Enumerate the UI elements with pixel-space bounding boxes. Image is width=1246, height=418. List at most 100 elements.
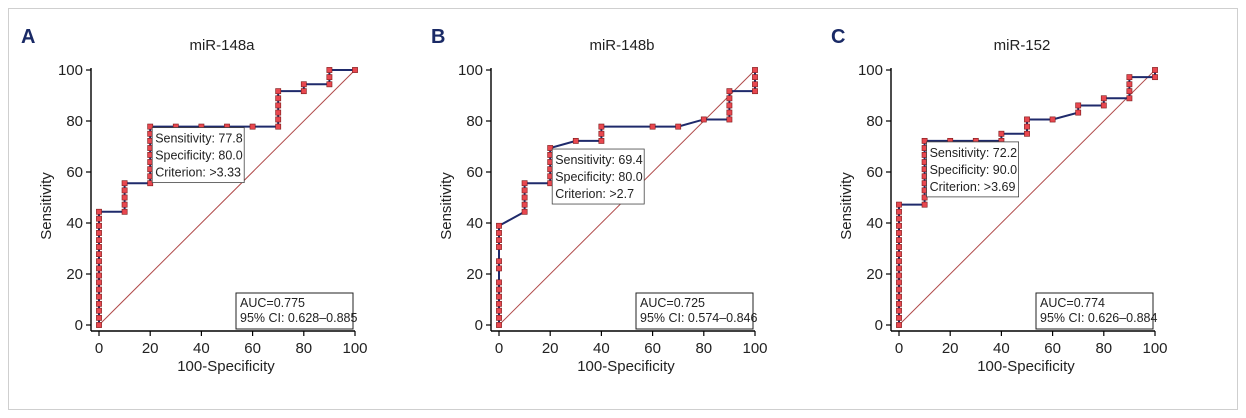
roc-point bbox=[598, 137, 605, 144]
roc-point bbox=[521, 194, 528, 201]
y-tick-label: 80 bbox=[466, 113, 483, 130]
roc-point bbox=[726, 95, 733, 102]
panel-label: C bbox=[831, 26, 845, 48]
reference-diagonal bbox=[98, 69, 356, 326]
roc-point bbox=[726, 116, 733, 123]
roc-point bbox=[896, 314, 902, 321]
roc-point bbox=[96, 265, 102, 272]
y-tick-label: 100 bbox=[458, 62, 483, 79]
y-tick-label: 100 bbox=[858, 62, 883, 79]
roc-point bbox=[1152, 74, 1158, 81]
roc-point bbox=[572, 137, 579, 144]
y-axis-label: Sensitivity bbox=[38, 172, 55, 240]
roc-point bbox=[1126, 88, 1133, 95]
roc-point bbox=[896, 265, 902, 272]
x-tick-label: 40 bbox=[193, 340, 210, 357]
panel-label: A bbox=[21, 26, 35, 48]
roc-point bbox=[326, 81, 333, 88]
roc-point bbox=[496, 293, 502, 300]
y-tick-label: 0 bbox=[875, 317, 883, 334]
roc-point bbox=[598, 130, 605, 137]
chart-title: miR-148a bbox=[189, 37, 255, 54]
roc-point bbox=[547, 145, 554, 151]
roc-point bbox=[96, 279, 102, 286]
roc-point bbox=[96, 258, 102, 265]
roc-point bbox=[121, 187, 128, 194]
roc-point bbox=[896, 322, 902, 328]
criterion-annotation-line: Criterion: >3.33 bbox=[155, 166, 241, 180]
x-tick-label: 20 bbox=[542, 340, 559, 357]
y-axis-label: Sensitivity bbox=[438, 172, 455, 240]
y-tick-label: 60 bbox=[66, 164, 83, 181]
roc-point bbox=[496, 265, 502, 272]
roc-point bbox=[496, 244, 502, 250]
y-tick-label: 80 bbox=[866, 113, 883, 130]
roc-point bbox=[1075, 102, 1082, 109]
roc-point bbox=[96, 237, 102, 243]
roc-point bbox=[1024, 123, 1030, 130]
auc-stats-line: 95% CI: 0.574–0.846 bbox=[640, 311, 757, 325]
roc-point bbox=[896, 307, 902, 314]
x-tick-label: 60 bbox=[244, 340, 261, 357]
roc-point bbox=[700, 116, 707, 123]
y-tick-label: 0 bbox=[475, 317, 483, 334]
chart-title: miR-148b bbox=[589, 37, 654, 54]
criterion-annotation-line: Sensitivity: 69.4 bbox=[555, 153, 643, 167]
roc-point bbox=[96, 215, 102, 222]
panel-label: B bbox=[431, 26, 445, 48]
y-tick-label: 40 bbox=[66, 215, 83, 232]
roc-point bbox=[1075, 109, 1082, 116]
roc-point bbox=[726, 88, 733, 95]
roc-point bbox=[496, 230, 502, 236]
roc-point bbox=[121, 194, 128, 201]
criterion-annotation-line: Criterion: >3.69 bbox=[930, 180, 1016, 194]
roc-point bbox=[96, 230, 102, 236]
x-tick-label: 20 bbox=[142, 340, 159, 357]
roc-point bbox=[921, 137, 928, 144]
roc-point bbox=[1126, 95, 1133, 102]
roc-point bbox=[96, 208, 102, 215]
y-axis-label: Sensitivity bbox=[838, 172, 855, 240]
x-tick-label: 40 bbox=[593, 340, 610, 357]
roc-point bbox=[496, 222, 502, 229]
roc-point bbox=[96, 322, 102, 328]
x-tick-label: 0 bbox=[495, 340, 503, 357]
roc-point bbox=[896, 237, 902, 243]
roc-point bbox=[147, 123, 154, 130]
roc-point bbox=[896, 300, 902, 307]
criterion-annotation-box bbox=[551, 148, 645, 205]
auc-stats-line: AUC=0.774 bbox=[1040, 296, 1105, 310]
roc-point bbox=[96, 307, 102, 314]
roc-point bbox=[300, 81, 307, 88]
y-tick-label: 80 bbox=[66, 113, 83, 130]
x-tick-label: 80 bbox=[1095, 340, 1112, 357]
roc-point bbox=[1100, 102, 1107, 109]
roc-point bbox=[921, 194, 928, 201]
auc-stats-box bbox=[235, 292, 354, 330]
roc-point bbox=[352, 67, 358, 73]
roc-point bbox=[275, 102, 282, 109]
x-tick-label: 0 bbox=[895, 340, 903, 357]
roc-point bbox=[752, 81, 758, 88]
y-tick-label: 60 bbox=[466, 164, 483, 181]
x-tick-label: 60 bbox=[1044, 340, 1061, 357]
roc-point bbox=[752, 88, 758, 95]
auc-stats-line: AUC=0.725 bbox=[640, 296, 705, 310]
y-tick-label: 20 bbox=[866, 266, 883, 283]
roc-point bbox=[96, 272, 102, 279]
y-tick-label: 20 bbox=[66, 266, 83, 283]
chart-title: miR-152 bbox=[994, 37, 1051, 54]
roc-point bbox=[121, 180, 128, 187]
reference-diagonal bbox=[898, 69, 1156, 326]
roc-point bbox=[496, 300, 502, 307]
x-tick-label: 80 bbox=[695, 340, 712, 357]
x-tick-label: 40 bbox=[993, 340, 1010, 357]
criterion-annotation-line: Specificity: 90.0 bbox=[930, 163, 1018, 177]
roc-point bbox=[496, 279, 502, 286]
roc-point bbox=[300, 88, 307, 95]
roc-point bbox=[598, 123, 605, 130]
roc-point bbox=[921, 201, 928, 208]
auc-stats-line: 95% CI: 0.628–0.885 bbox=[240, 311, 357, 325]
